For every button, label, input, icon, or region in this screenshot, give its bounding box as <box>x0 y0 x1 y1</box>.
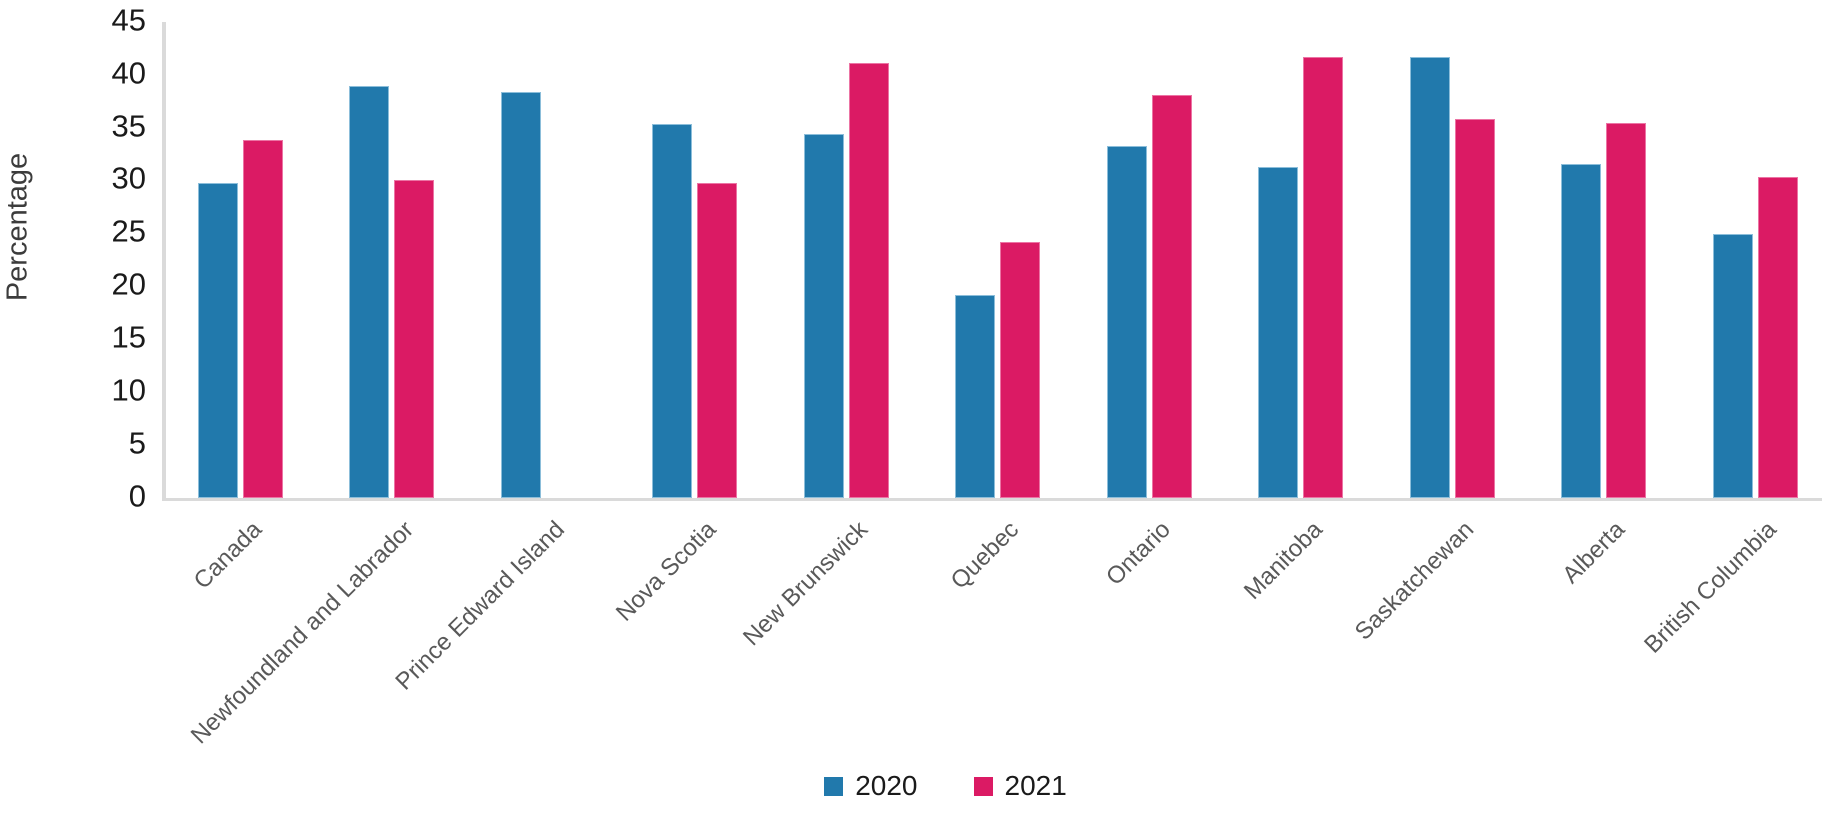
legend-label: 2020 <box>855 770 918 801</box>
bar-2021-new-brunswick <box>848 63 889 498</box>
bar-2020-quebec <box>955 295 995 498</box>
y-tick-label: 10 <box>111 372 146 408</box>
bar-2020-alberta <box>1561 164 1601 498</box>
legend-swatch-icon <box>973 776 993 796</box>
y-tick-label: 40 <box>111 55 146 91</box>
x-category-label: Nova Scotia <box>610 516 722 627</box>
x-category-label: Ontario <box>1101 516 1177 591</box>
x-category-label: British Columbia <box>1639 516 1783 659</box>
y-tick-label: 20 <box>111 266 146 302</box>
y-tick-label: 5 <box>128 425 146 461</box>
bar-2021-nova-scotia <box>697 183 737 498</box>
bar-2021-british-columbia <box>1757 177 1798 498</box>
legend: 2020 2021 <box>30 772 1831 800</box>
y-tick-label: 30 <box>111 160 146 196</box>
bar-2021-newfoundland-and-labrador <box>394 180 434 498</box>
x-axis-line <box>162 498 1822 501</box>
bar-2020-new-brunswick <box>803 134 844 498</box>
bar-2020-newfoundland-and-labrador <box>349 86 389 498</box>
bar-2021-quebec <box>1000 242 1040 498</box>
y-axis-title: Percentage <box>1 152 34 302</box>
x-category-label: Quebec <box>946 516 1025 595</box>
legend-item-2020: 2020 <box>824 770 918 801</box>
bar-2020-manitoba <box>1258 167 1298 498</box>
bar-2021-manitoba <box>1303 57 1343 498</box>
bar-2021-alberta <box>1606 123 1646 498</box>
bar-2021-saskatchewan <box>1454 119 1495 498</box>
bar-2020-saskatchewan <box>1409 57 1450 498</box>
bar-2020-nova-scotia <box>652 124 692 498</box>
y-tick-label: 25 <box>111 213 146 249</box>
x-category-label: New Brunswick <box>738 516 874 652</box>
bar-2020-canada <box>197 183 238 498</box>
bar-2020-prince-edward-island <box>500 92 541 498</box>
legend-swatch-icon <box>824 776 844 796</box>
x-category-label: Canada <box>188 516 268 595</box>
bar-2021-ontario <box>1151 95 1192 498</box>
bar-2021-canada <box>242 140 283 498</box>
x-category-label: Alberta <box>1557 516 1631 589</box>
bar-2020-ontario <box>1106 146 1147 498</box>
legend-item-2021: 2021 <box>973 770 1067 801</box>
y-axis-line <box>162 22 166 499</box>
x-category-label: Saskatchewan <box>1349 516 1480 646</box>
x-category-label: Manitoba <box>1238 516 1328 605</box>
x-category-label: Prince Edward Island <box>390 516 571 696</box>
y-tick-label: 15 <box>111 319 146 355</box>
y-tick-label: 0 <box>128 478 146 513</box>
y-tick-label: 45 <box>111 2 146 38</box>
y-tick-label: 35 <box>111 108 146 144</box>
legend-label: 2021 <box>1004 770 1067 801</box>
bar-2020-british-columbia <box>1712 234 1753 498</box>
